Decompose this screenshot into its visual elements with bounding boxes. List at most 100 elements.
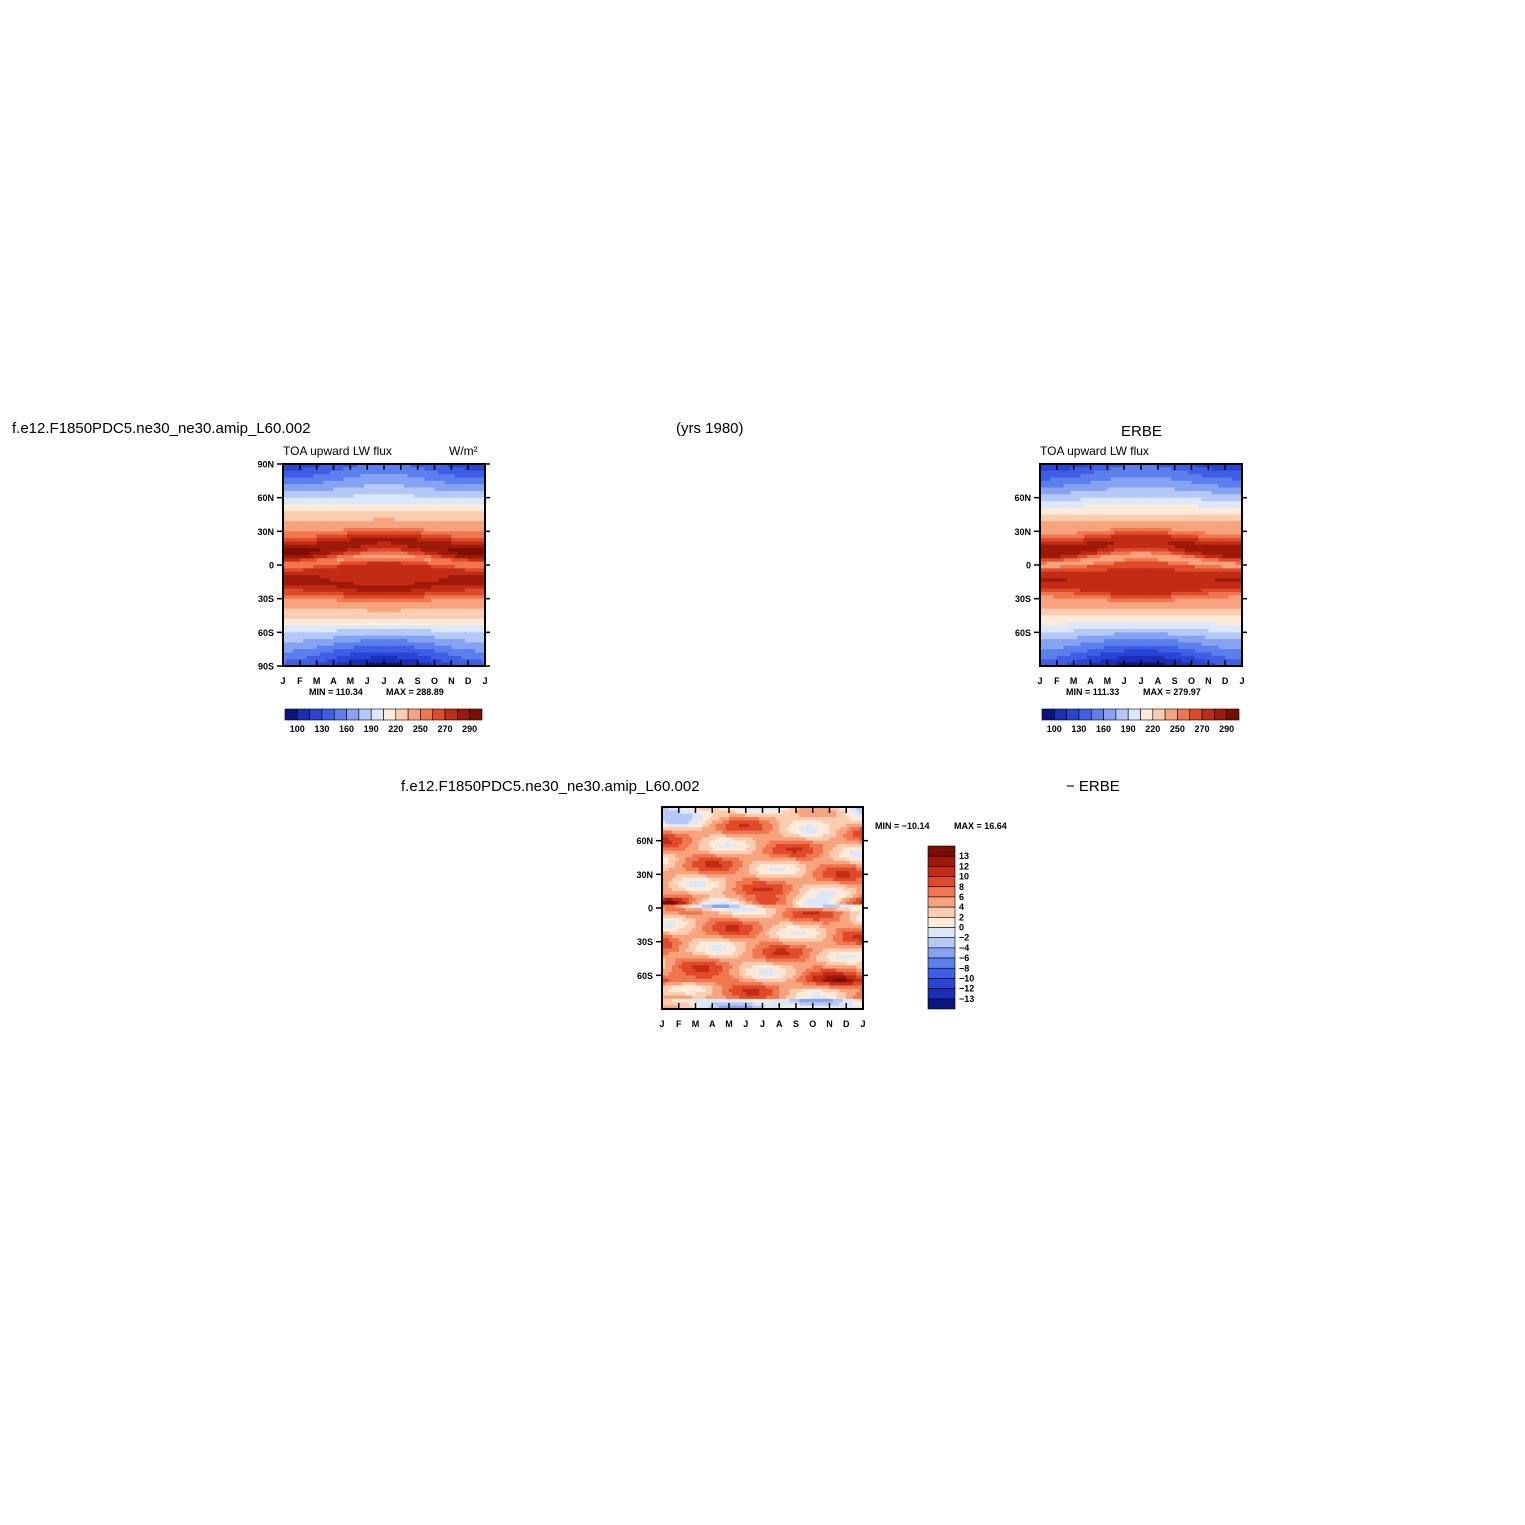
- heatmap-cell: [286, 591, 291, 596]
- panel1-max-label: MAX = 288.89: [386, 687, 444, 697]
- heatmap-cell: [363, 595, 368, 600]
- heatmap-cell: [468, 662, 473, 667]
- heatmap-cell: [326, 474, 331, 479]
- heatmap-cell: [421, 561, 425, 566]
- heatmap-cell: [1171, 474, 1176, 479]
- heatmap-cell: [316, 605, 321, 610]
- heatmap-cell: [313, 527, 318, 532]
- heatmap-cell: [400, 588, 405, 593]
- heatmap-cell: [387, 649, 392, 654]
- heatmap-cell: [478, 477, 483, 482]
- heatmap-cell: [1147, 517, 1152, 522]
- heatmap-cell: [333, 625, 338, 630]
- heatmap-cell: [286, 467, 291, 472]
- heatmap-cell: [313, 517, 318, 522]
- heatmap-cell: [1040, 467, 1044, 472]
- heatmap-cell: [286, 517, 291, 522]
- heatmap-cell: [330, 527, 335, 532]
- heatmap-cell: [404, 474, 409, 479]
- heatmap-cell: [404, 655, 409, 660]
- heatmap-cell: [471, 628, 476, 633]
- heatmap-cell: [1188, 484, 1193, 489]
- heatmap-cell: [286, 585, 291, 590]
- heatmap-cell: [1117, 521, 1122, 526]
- heatmap-cell: [1110, 534, 1115, 539]
- heatmap-cell: [447, 618, 452, 623]
- heatmap-cell: [437, 484, 442, 489]
- heatmap-cell: [320, 598, 324, 603]
- heatmap-cell: [1046, 467, 1051, 472]
- heatmap-cell: [1127, 494, 1132, 499]
- heatmap-cell: [283, 655, 287, 660]
- heatmap-cell: [1167, 517, 1172, 522]
- heatmap-cell: [1204, 477, 1209, 482]
- heatmap-cell: [340, 568, 345, 573]
- heatmap-cell: [1215, 484, 1220, 489]
- heatmap-cell: [410, 467, 415, 472]
- heatmap-cell: [1053, 490, 1058, 495]
- heatmap-cell: [1178, 487, 1182, 492]
- heatmap-cell: [474, 558, 479, 563]
- heatmap-cell: [289, 544, 294, 549]
- heatmap-cell: [340, 514, 345, 519]
- heatmap-cell: [451, 548, 456, 553]
- heatmap-cell: [367, 524, 372, 529]
- heatmap-cell: [367, 494, 372, 499]
- heatmap-cell: [427, 649, 432, 654]
- heatmap-cell: [434, 588, 439, 593]
- heatmap-cell: [441, 490, 446, 495]
- heatmap-cell: [1201, 464, 1206, 468]
- heatmap-cell: [350, 615, 355, 620]
- heatmap-cell: [1228, 514, 1233, 519]
- heatmap-cell: [471, 484, 476, 489]
- heatmap-cell: [461, 558, 466, 563]
- heatmap-cell: [451, 487, 456, 492]
- heatmap-cell: [289, 602, 294, 606]
- heatmap-cell: [323, 662, 328, 667]
- heatmap-cell: [1238, 484, 1243, 489]
- heatmap-cell: [1103, 484, 1108, 489]
- heatmap-cell: [1137, 484, 1142, 489]
- heatmap-cell: [437, 511, 442, 516]
- heatmap-cell: [286, 652, 291, 657]
- heatmap-cell: [421, 632, 425, 637]
- heatmap-cell: [1107, 487, 1112, 492]
- heatmap-cell: [1225, 514, 1230, 519]
- heatmap-cell: [1191, 470, 1196, 475]
- heatmap-cell: [431, 598, 436, 603]
- heatmap-cell: [293, 662, 298, 667]
- heatmap-cell: [1107, 527, 1112, 532]
- heatmap-cell: [414, 612, 419, 617]
- heatmap-cell: [1174, 507, 1179, 512]
- heatmap-cell: [1137, 514, 1142, 519]
- heatmap-cell: [316, 474, 321, 479]
- heatmap-cell: [464, 639, 469, 644]
- heatmap-cell: [1053, 484, 1058, 489]
- heatmap-cell: [360, 527, 365, 532]
- heatmap-cell: [1063, 517, 1068, 522]
- heatmap-cell: [289, 487, 294, 492]
- heatmap-cell: [464, 659, 469, 664]
- heatmap-cell: [309, 625, 314, 630]
- heatmap-cell: [1060, 501, 1065, 505]
- heatmap-cell: [346, 642, 351, 647]
- heatmap-cell: [353, 639, 358, 644]
- heatmap-cell: [454, 497, 459, 502]
- heatmap-cell: [367, 514, 372, 519]
- heatmap-cell: [384, 588, 388, 593]
- heatmap-cell: [1198, 531, 1203, 536]
- heatmap-cell: [1154, 501, 1159, 505]
- heatmap-cell: [1201, 497, 1206, 502]
- heatmap-cell: [343, 507, 348, 512]
- heatmap-cell: [1046, 490, 1051, 495]
- heatmap-cell: [1117, 501, 1122, 505]
- heatmap-cell: [367, 538, 372, 543]
- heatmap-cell: [461, 571, 466, 576]
- heatmap-cell: [384, 551, 388, 556]
- heatmap-cell: [481, 527, 486, 532]
- heatmap-cell: [464, 602, 469, 606]
- heatmap-cell: [404, 507, 409, 512]
- heatmap-cell: [1130, 487, 1135, 492]
- heatmap-cell: [434, 635, 439, 640]
- heatmap-cell: [373, 480, 378, 485]
